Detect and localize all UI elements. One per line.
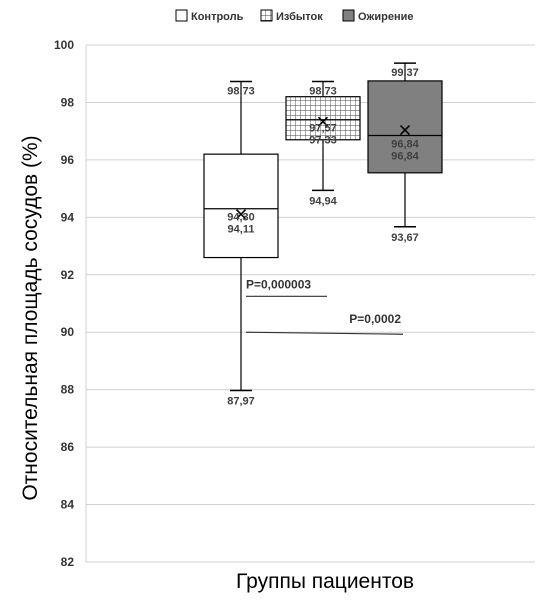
legend-swatch	[260, 9, 273, 22]
legend: Контроль Избыток Ожирение	[175, 9, 413, 23]
y-tick-label: 94	[61, 210, 75, 224]
p-value-label: P=0,0002	[349, 312, 401, 326]
y-tick-label: 82	[61, 555, 75, 569]
label-max: 99,37	[391, 67, 419, 79]
label-max: 98,73	[309, 85, 337, 97]
p-value-annotations: P=0,000003 P=0,0002	[245, 277, 404, 335]
label-min: 93,67	[391, 232, 419, 244]
label-mean: 94,11	[228, 224, 255, 236]
box-series	[203, 62, 443, 392]
label-median: 94,30	[227, 212, 255, 224]
label-mean: 97,33	[309, 135, 337, 147]
legend-swatch	[342, 9, 355, 22]
p-value-line	[245, 331, 404, 335]
mean-marker	[317, 116, 329, 127]
y-tick-label: 88	[61, 383, 75, 397]
y-tick-label: 86	[61, 440, 75, 454]
mean-marker	[235, 209, 247, 220]
label-median: 97,57	[309, 123, 337, 135]
y-tick-label: 98	[61, 95, 75, 109]
mean-marker	[399, 124, 411, 136]
label-min: 87,97	[227, 396, 255, 408]
box-3	[367, 80, 443, 174]
legend-label: Избыток	[276, 11, 323, 23]
y-tick-label: 84	[61, 498, 75, 512]
x-axis-title: Группы пациентов	[236, 570, 414, 593]
label-median: 96,84	[391, 138, 419, 150]
y-tick-label: 92	[61, 268, 75, 282]
legend-label: Контроль	[191, 11, 244, 23]
y-tick-label: 100	[54, 38, 74, 52]
legend-swatch	[175, 9, 188, 22]
box-1	[203, 153, 279, 259]
legend-label: Ожирение	[358, 11, 413, 23]
y-tick-labels: 82 84 86 88 90 92 94 96 98 100	[54, 38, 74, 569]
label-min: 94,94	[309, 195, 337, 207]
y-tick-label: 96	[61, 153, 75, 167]
label-mean: 96,84	[391, 150, 419, 162]
y-axis-title: Относительная площадь сосудов (%)	[19, 135, 42, 500]
box-2	[285, 96, 361, 141]
p-value-label: P=0,000003	[246, 277, 311, 291]
y-tick-label: 90	[61, 325, 75, 339]
label-max: 98,73	[227, 85, 255, 97]
